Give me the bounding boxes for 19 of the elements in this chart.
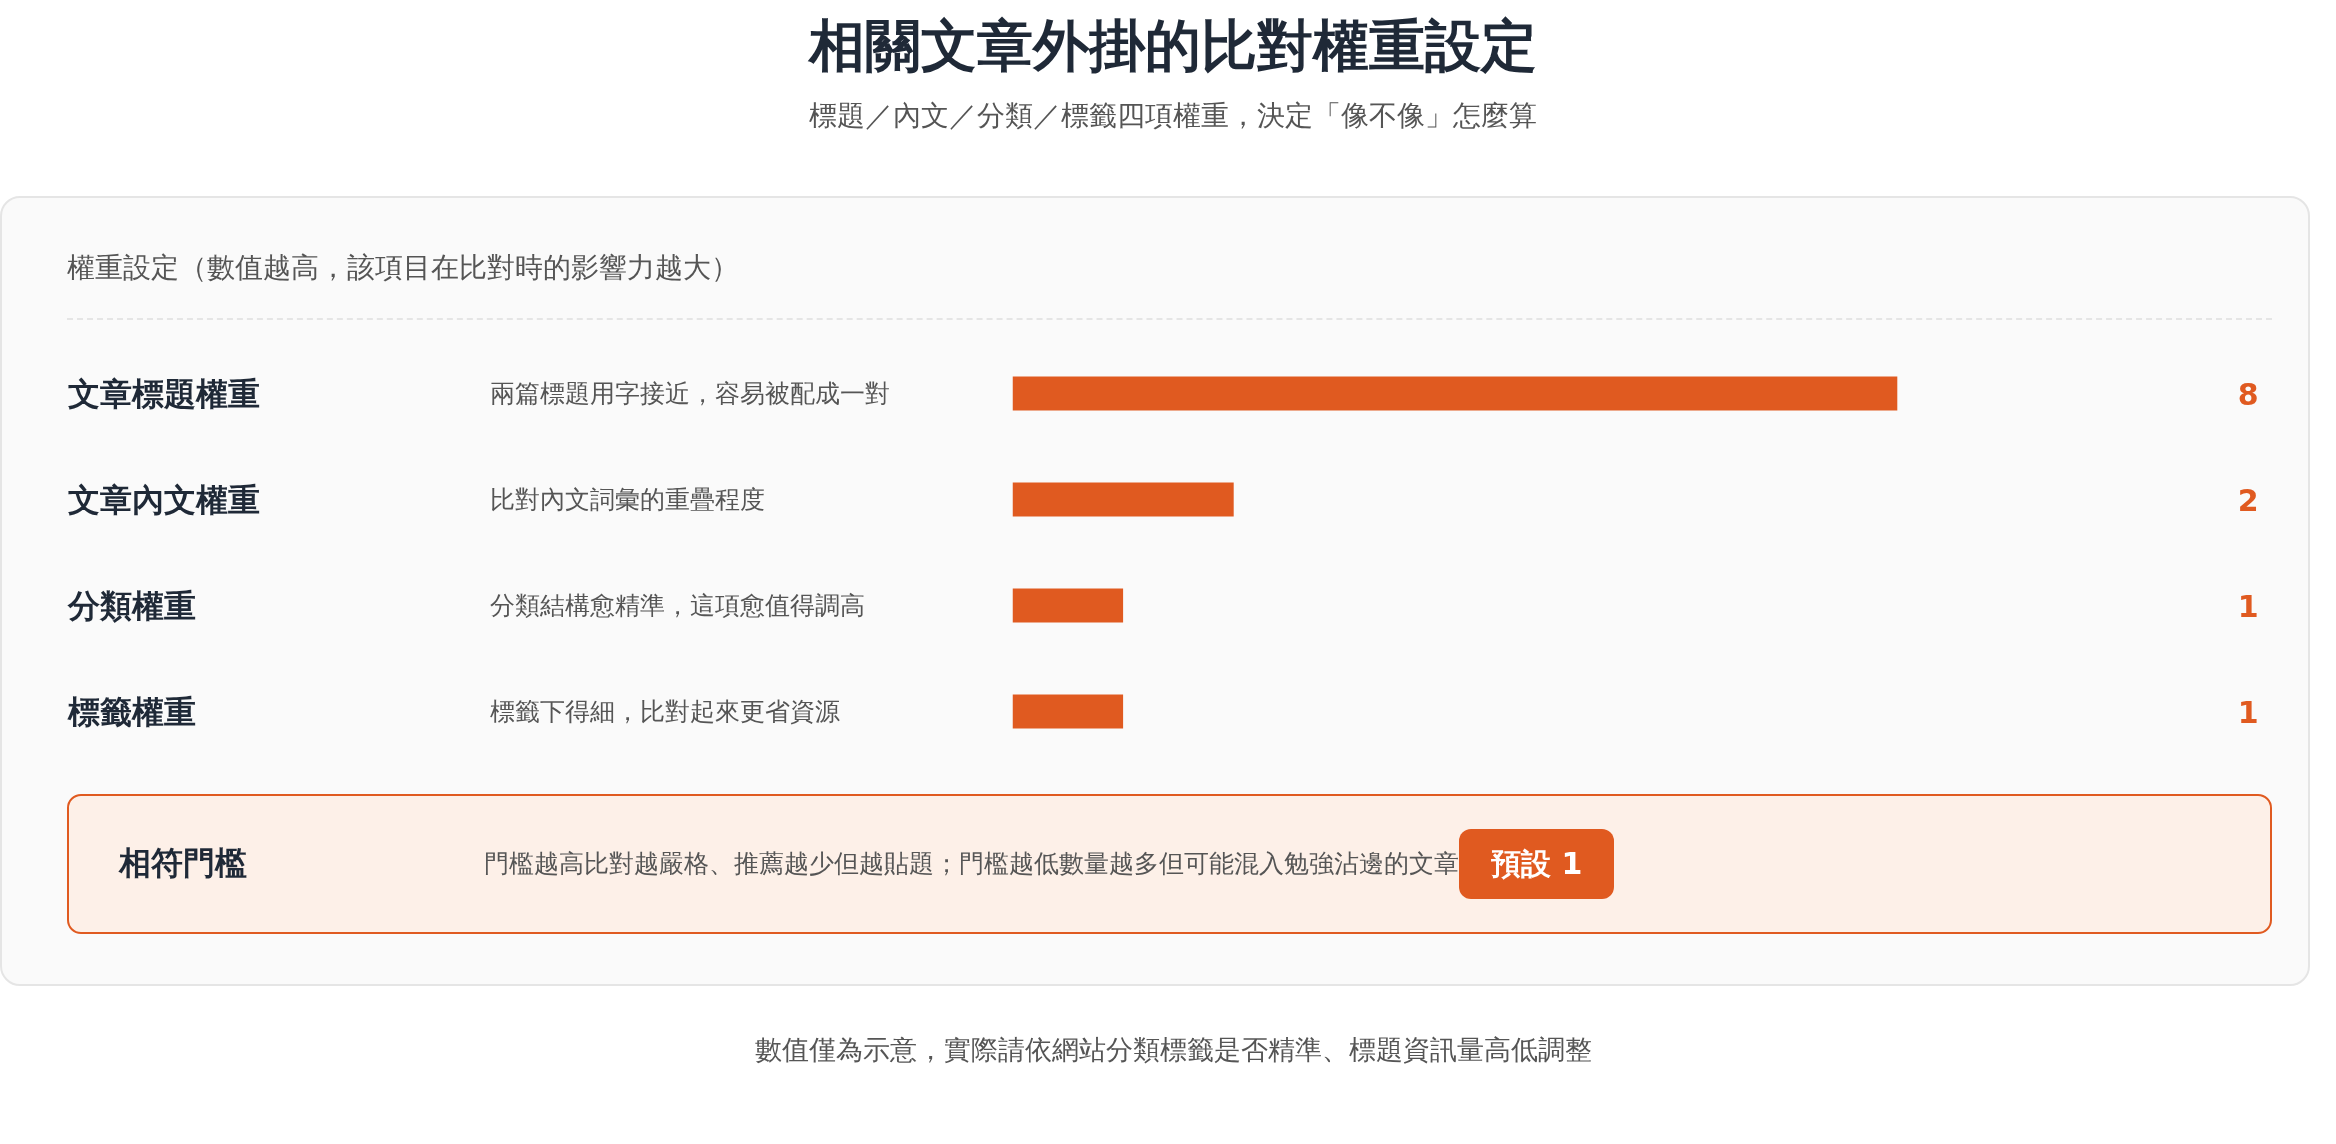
text: 門檻越高比對越嚴格、推薦越少但越貼題；門檻越低數量越多但可能混入勉強沾邊的文章 [484, 848, 1459, 881]
text: 比對內文詞彙的重疊程度 [489, 485, 765, 514]
y-tick-label: 文章內文權重 [67, 480, 260, 519]
text: 權重設定（數值越高，該項目在比對時的影響力越大） [67, 250, 739, 286]
y-tick-label: 分類權重 [66, 586, 196, 625]
chart-subtitle: 標題／內文／分類／標籤四項權重，決定「像不像」怎麼算 [809, 98, 1537, 134]
text: 標籤下得細，比對起來更省資源 [489, 697, 840, 726]
data-label: 1 [2237, 694, 2259, 730]
text: 兩篇標題用字接近，容易被配成一對 [489, 379, 890, 408]
data-label: 2 [2237, 482, 2259, 518]
y-tick-label: 標籤權重 [66, 692, 196, 731]
chart-title: 相關文章外掛的比對權重設定 [809, 12, 1537, 80]
data-label: 8 [2237, 376, 2259, 412]
text: 預設 1 [1459, 828, 1615, 900]
text: 數值僅為示意，實際請依網站分類標籤是否精準、標題資訊量高低調整 [754, 1033, 1592, 1067]
text: 相符門檻 [117, 843, 248, 885]
text: 分類結構愈精準，這項愈值得調高 [489, 591, 865, 620]
y-tick-label: 文章標題權重 [67, 374, 260, 413]
data-label: 1 [2237, 588, 2259, 624]
